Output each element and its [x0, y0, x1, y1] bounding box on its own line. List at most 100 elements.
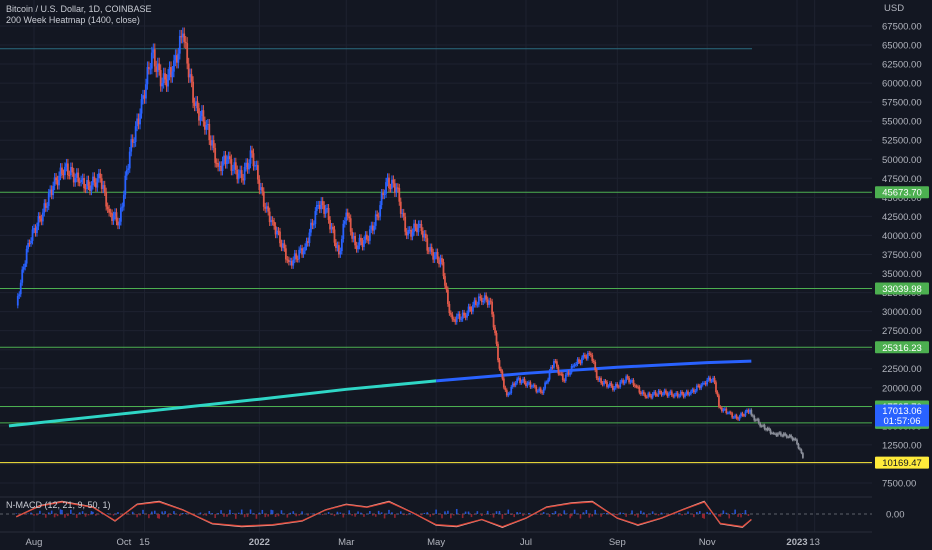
price-candle-body — [205, 124, 208, 130]
price-candle-body — [249, 150, 252, 164]
macd-histogram-bar — [18, 514, 21, 515]
price-candle-body — [145, 84, 147, 99]
price-candle-body — [398, 188, 401, 202]
macd-histogram-bar — [594, 509, 597, 514]
price-candle-body — [58, 175, 60, 186]
price-candle-body — [201, 110, 203, 117]
price-candle-body — [346, 212, 349, 217]
price-candle-body — [395, 187, 398, 193]
price-candle-body — [421, 230, 424, 238]
price-candle-body — [323, 205, 326, 214]
projection-candle-body — [754, 419, 757, 421]
time-axis[interactable]: Aug Oct 15 2022 Mar May Jul Sep Nov 2023 13 — [26, 537, 820, 548]
price-candle-body — [474, 300, 477, 305]
macd-histogram-bar — [318, 513, 321, 515]
projection-candle-body — [769, 429, 772, 434]
price-candle-body — [591, 355, 594, 361]
macd-histogram-bar — [61, 509, 63, 514]
price-candle-body — [454, 319, 457, 323]
price-candle-body — [209, 140, 212, 146]
price-candle-body — [445, 285, 448, 290]
price-candle-body — [93, 176, 96, 183]
price-candle-body — [614, 383, 617, 388]
price-candle-body — [227, 156, 230, 160]
price-candle-body — [255, 165, 258, 167]
macd-histogram-bar — [513, 514, 515, 518]
level-price-tag — [875, 456, 929, 469]
macd-histogram-bar — [585, 509, 588, 514]
price-candle-body — [61, 167, 63, 174]
macd-histogram-bar — [95, 514, 97, 516]
macd-histogram-bar — [56, 514, 59, 517]
price-candle-body — [570, 366, 573, 373]
price-candle-body — [80, 179, 83, 183]
macd-histogram-bar — [193, 514, 196, 515]
price-candle-body — [657, 390, 660, 396]
indicator-legend[interactable]: 200 Week Heatmap (1400, close) — [6, 15, 140, 25]
price-candle-body — [137, 118, 140, 125]
macd-histogram-bar — [214, 514, 216, 519]
macd-histogram-bar — [246, 514, 249, 517]
price-candle-body — [274, 225, 277, 235]
macd-histogram-bar — [660, 512, 663, 514]
price-candle-body — [380, 193, 383, 206]
time-tick-label: Jul — [520, 537, 532, 548]
price-candle-body — [115, 212, 118, 222]
macd-histogram-bar — [429, 514, 432, 517]
price-candle-body — [217, 163, 220, 167]
price-candle-body — [726, 412, 729, 414]
price-candle-body — [423, 233, 426, 238]
price-candle-body — [748, 409, 751, 413]
macd-histogram-bar — [606, 512, 608, 514]
projection-candle-body — [751, 415, 754, 417]
macd-histogram-bar — [444, 511, 446, 514]
macd-histogram-bar — [67, 514, 69, 517]
price-tick-label: 45000.00 — [882, 193, 922, 204]
macd-histogram-bar — [92, 511, 94, 514]
macd-histogram-bar — [142, 509, 144, 514]
price-candle-body — [746, 410, 748, 412]
price-candle-body — [609, 383, 611, 387]
macd-histogram-bar — [75, 514, 78, 518]
price-candle-body — [338, 245, 340, 255]
macd-histogram-bar — [728, 514, 731, 519]
macd-histogram-bar — [208, 510, 211, 514]
price-candle-body — [326, 207, 329, 209]
macd-histogram-bar — [264, 514, 267, 518]
macd-legend[interactable]: N-MACD (12, 21, 9, 50, 1) — [6, 500, 111, 510]
macd-histogram-bar — [59, 509, 62, 514]
projection-candle-body — [775, 433, 778, 436]
price-candle-body — [598, 378, 601, 381]
price-candle-body — [530, 386, 533, 388]
macd-histogram-bar — [501, 514, 504, 519]
price-candle-body — [161, 83, 164, 87]
symbol-legend[interactable]: Bitcoin / U.S. Dollar, 1D, COINBASE — [6, 4, 152, 14]
macd-histogram-bar — [698, 511, 701, 514]
price-candle-body — [576, 359, 579, 365]
price-candle-body — [697, 385, 700, 387]
price-candle-body — [469, 306, 471, 310]
macd-histogram-bar — [120, 514, 122, 515]
projection-candle-body — [766, 428, 769, 431]
price-candles — [16, 27, 804, 459]
macd-histogram-bar — [15, 513, 18, 514]
price-candle-body — [662, 393, 664, 395]
price-candle-body — [629, 381, 632, 383]
price-candle-body — [641, 391, 644, 395]
price-candle-body — [441, 258, 443, 263]
macd-histogram-bar — [615, 514, 617, 515]
macd-zero-label: 0.00 — [886, 510, 905, 521]
price-candle-body — [551, 367, 554, 369]
price-candle-body — [131, 139, 134, 143]
price-candle-body — [675, 392, 678, 395]
price-candle-body — [223, 155, 225, 162]
macd-histogram-bar — [348, 510, 351, 514]
macd-histogram-bar — [50, 510, 53, 514]
price-candle-body — [153, 49, 156, 67]
price-tick-label: 67500.00 — [882, 21, 922, 32]
price-candle-body — [501, 371, 504, 379]
price-candle-body — [703, 382, 706, 384]
price-candle-body — [315, 205, 318, 212]
price-candle-body — [226, 159, 228, 165]
